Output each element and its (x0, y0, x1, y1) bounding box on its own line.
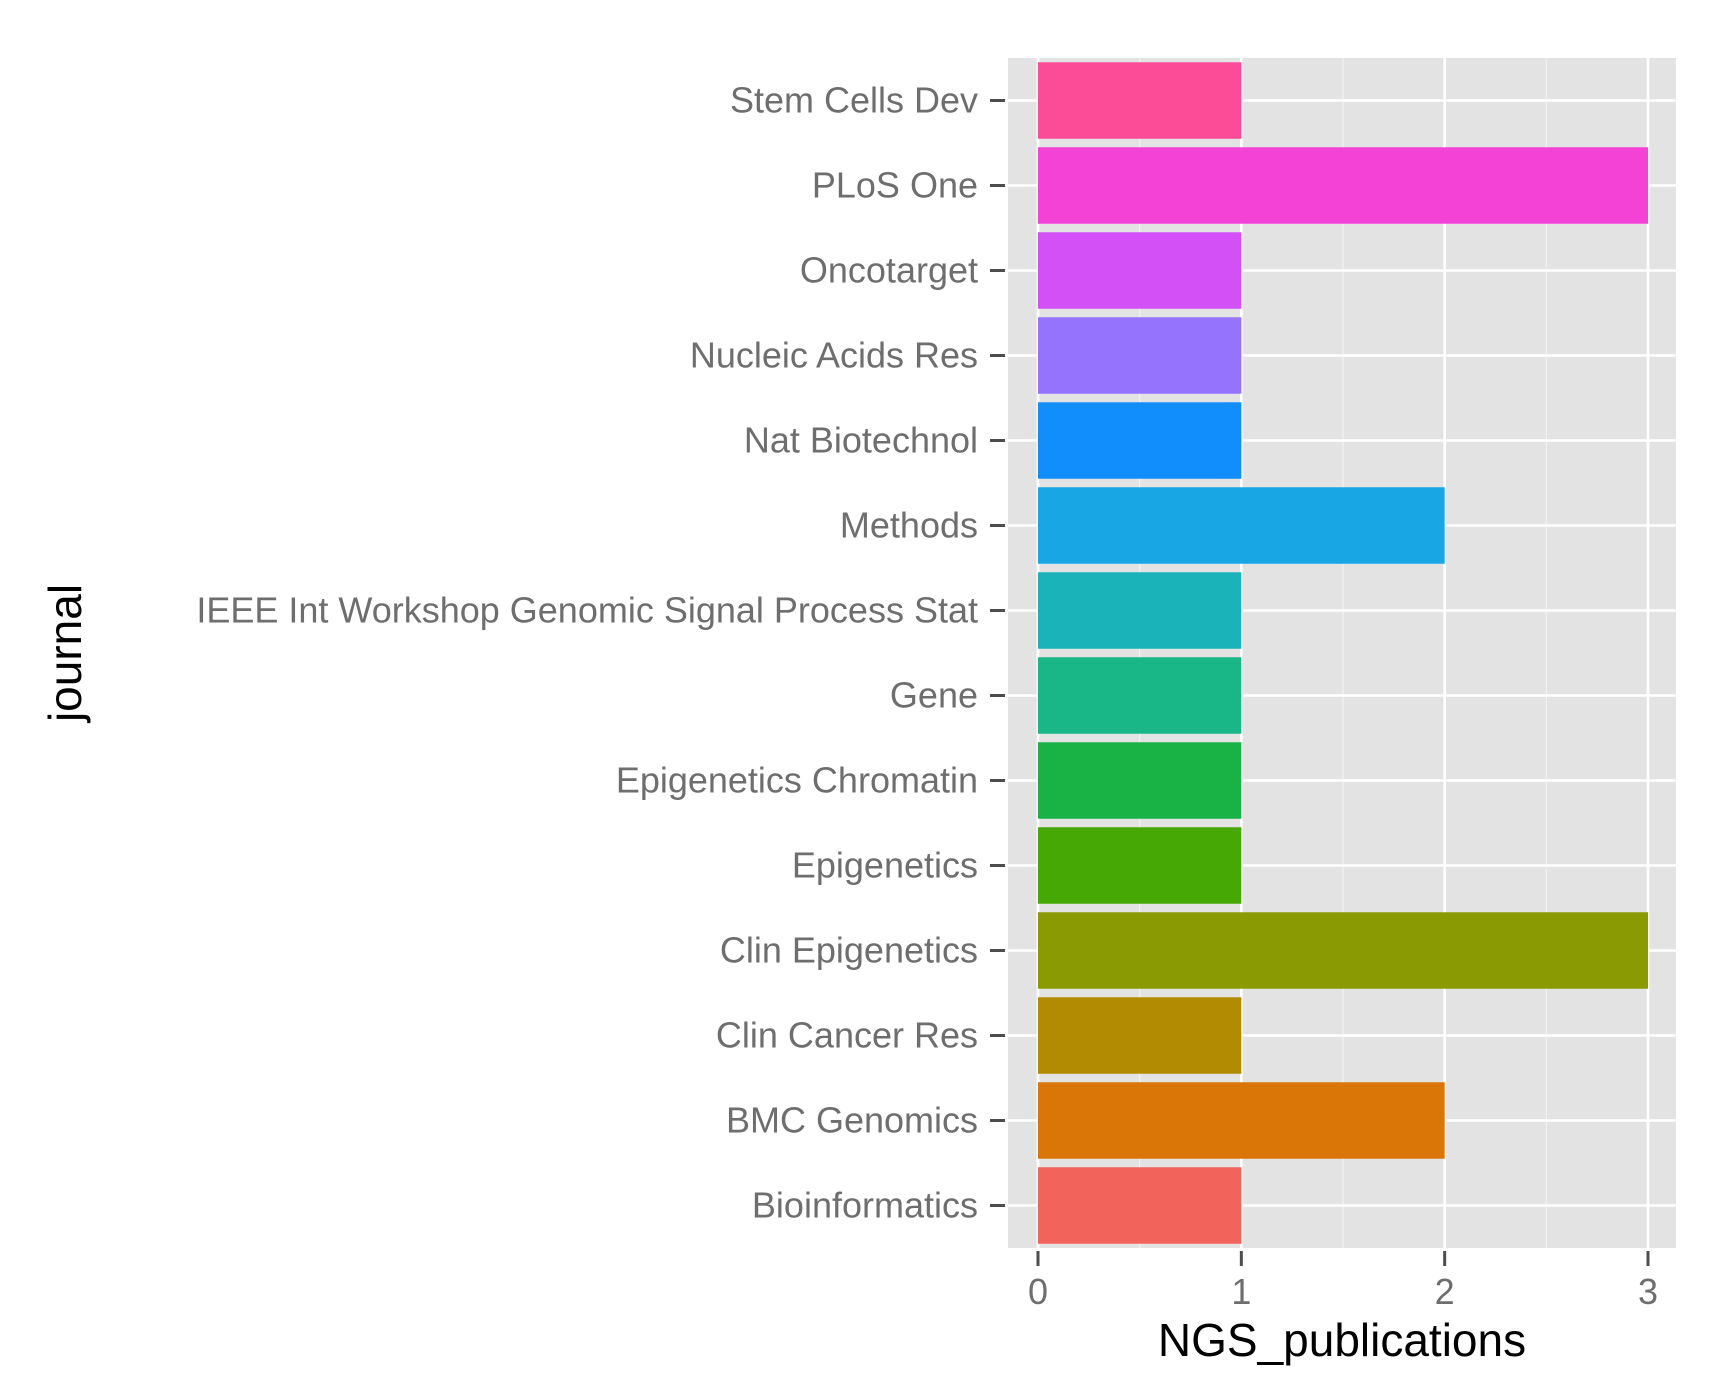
bar (1038, 572, 1242, 649)
y-tick-label: Clin Cancer Res (716, 1015, 978, 1056)
bars-group (1038, 62, 1648, 1244)
x-axis-ticks: 0 1 2 3 (1028, 1251, 1658, 1312)
bar (1038, 742, 1242, 819)
bar (1038, 997, 1242, 1074)
y-tick-label: PLoS One (812, 165, 978, 206)
x-tick-label: 2 (1435, 1271, 1455, 1312)
y-tick-label: Clin Epigenetics (720, 930, 978, 971)
x-tick-label: 3 (1638, 1271, 1658, 1312)
bar (1038, 232, 1242, 309)
bar (1038, 1167, 1242, 1244)
y-tick-label: Nat Biotechnol (744, 420, 978, 461)
y-tick-label: IEEE Int Workshop Genomic Signal Process… (196, 590, 978, 631)
y-tick-label: BMC Genomics (726, 1100, 978, 1141)
x-tick-label: 0 (1028, 1271, 1048, 1312)
y-axis-title: journal (39, 584, 91, 724)
y-tick-label: Oncotarget (800, 250, 978, 291)
bar (1038, 487, 1445, 564)
y-tick-label: Epigenetics Chromatin (616, 760, 978, 801)
y-axis-ticks: Bioinformatics BMC Genomics Clin Cancer Re… (196, 80, 1005, 1226)
bar (1038, 827, 1242, 904)
y-tick-label: Methods (840, 505, 978, 546)
bar (1038, 657, 1242, 734)
bar (1038, 317, 1242, 394)
y-tick-label: Stem Cells Dev (730, 80, 978, 121)
bar (1038, 147, 1648, 224)
bar (1038, 1082, 1445, 1159)
y-tick-label: Nucleic Acids Res (690, 335, 978, 376)
y-tick-label: Gene (890, 675, 978, 716)
y-tick-label: Epigenetics (792, 845, 978, 886)
x-tick-label: 1 (1231, 1271, 1251, 1312)
x-axis-title: NGS_publications (1158, 1314, 1526, 1366)
y-tick-label: Bioinformatics (752, 1185, 978, 1226)
bar (1038, 62, 1242, 139)
bar (1038, 912, 1648, 989)
bar (1038, 402, 1242, 479)
